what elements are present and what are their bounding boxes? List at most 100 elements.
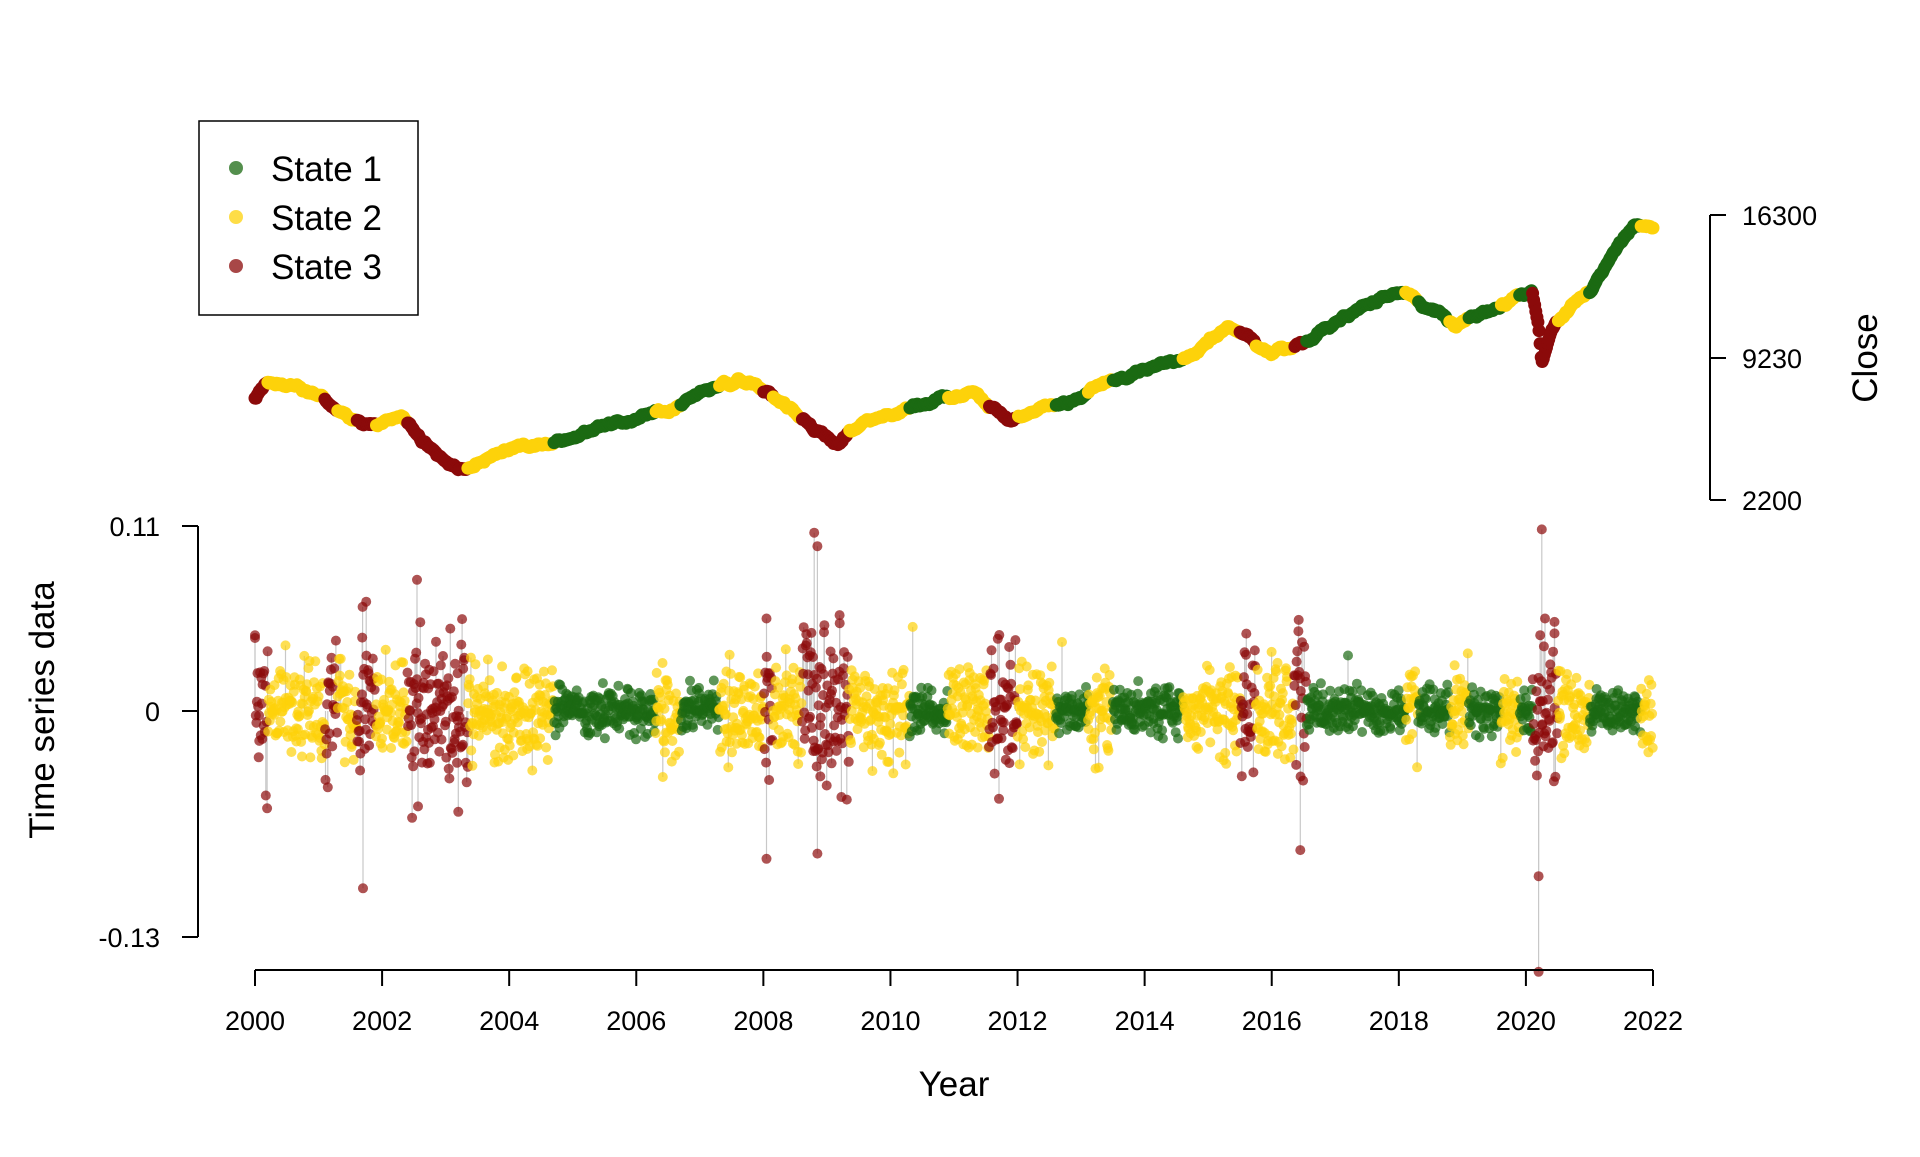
return-point bbox=[398, 687, 409, 698]
return-point bbox=[385, 707, 396, 718]
return-point bbox=[330, 635, 341, 646]
return-point bbox=[443, 763, 454, 774]
return-point bbox=[1252, 664, 1263, 675]
return-point bbox=[1091, 672, 1102, 683]
return-point bbox=[1285, 752, 1296, 763]
return-point bbox=[597, 678, 608, 689]
year-axis: Year 2000 2002 2004 2006 2008 2010 2012 2014 201… bbox=[225, 969, 1683, 1104]
return-point bbox=[352, 709, 363, 720]
return-point bbox=[1006, 678, 1017, 689]
return-point bbox=[655, 692, 666, 702]
return-point bbox=[1018, 734, 1029, 745]
close-point bbox=[1646, 221, 1660, 235]
return-point bbox=[1265, 680, 1276, 691]
return-point bbox=[1157, 725, 1168, 736]
return-point bbox=[1647, 708, 1658, 719]
return-point bbox=[527, 765, 538, 776]
return-point bbox=[1023, 680, 1034, 691]
return-point bbox=[434, 746, 445, 757]
return-point bbox=[688, 722, 699, 733]
return-point bbox=[1293, 614, 1304, 625]
return-point bbox=[801, 638, 812, 649]
return-point bbox=[1242, 708, 1253, 719]
return-point bbox=[464, 674, 475, 685]
return-point bbox=[723, 762, 734, 773]
return-point bbox=[1459, 680, 1470, 691]
return-point bbox=[780, 644, 791, 655]
year-tick-label: 2014 bbox=[1115, 1006, 1175, 1036]
return-point bbox=[1271, 666, 1282, 677]
return-point bbox=[1281, 663, 1291, 674]
return-point bbox=[1558, 740, 1569, 751]
return-point bbox=[377, 733, 387, 744]
year-tick-label: 2000 bbox=[225, 1006, 285, 1036]
return-point bbox=[1343, 650, 1353, 661]
return-point bbox=[727, 747, 737, 758]
return-point bbox=[667, 736, 678, 746]
return-point bbox=[440, 716, 451, 727]
return-point bbox=[1347, 686, 1358, 697]
return-point bbox=[1641, 688, 1652, 699]
return-point bbox=[754, 732, 765, 743]
return-point bbox=[402, 667, 413, 678]
return-point bbox=[1269, 691, 1279, 702]
returns-axis: 0.11 0 -0.13 Time series data bbox=[23, 512, 199, 953]
return-point bbox=[1034, 746, 1045, 757]
return-point bbox=[508, 750, 519, 761]
return-point bbox=[1544, 715, 1555, 726]
return-point bbox=[1096, 722, 1107, 733]
return-point bbox=[297, 751, 307, 762]
return-point bbox=[369, 684, 380, 695]
return-point bbox=[1249, 688, 1260, 698]
return-point bbox=[1014, 759, 1025, 770]
return-point bbox=[1530, 755, 1541, 766]
return-point bbox=[889, 685, 900, 696]
close-tick-label-bottom: 2200 bbox=[1742, 486, 1802, 516]
return-point bbox=[492, 687, 502, 698]
return-point bbox=[796, 747, 806, 758]
return-point bbox=[470, 659, 481, 670]
return-point bbox=[837, 738, 848, 749]
return-point bbox=[250, 630, 260, 641]
return-point bbox=[894, 747, 905, 758]
return-point bbox=[253, 752, 264, 763]
return-point bbox=[448, 686, 459, 697]
return-point bbox=[1220, 747, 1231, 758]
return-point bbox=[376, 674, 387, 685]
return-point bbox=[796, 698, 807, 709]
return-point bbox=[428, 666, 439, 677]
return-point bbox=[896, 679, 907, 690]
return-point bbox=[355, 765, 366, 776]
return-point bbox=[1017, 726, 1028, 737]
return-point bbox=[1010, 635, 1021, 646]
return-point bbox=[1020, 742, 1031, 753]
return-point bbox=[275, 716, 286, 727]
return-point bbox=[1547, 737, 1558, 748]
return-point bbox=[1474, 732, 1485, 743]
return-point bbox=[1465, 720, 1476, 731]
return-point bbox=[344, 669, 355, 680]
return-point bbox=[542, 755, 553, 765]
return-point bbox=[342, 697, 353, 707]
return-point bbox=[1512, 676, 1523, 687]
return-point bbox=[1057, 637, 1067, 647]
return-point bbox=[431, 636, 441, 647]
return-point bbox=[324, 728, 335, 739]
return-point bbox=[461, 777, 472, 788]
legend: State 1 State 2 State 3 bbox=[198, 120, 419, 316]
return-point bbox=[1291, 656, 1302, 667]
return-point bbox=[1286, 718, 1297, 729]
return-point bbox=[1228, 725, 1239, 736]
return-point bbox=[815, 720, 825, 731]
return-point bbox=[855, 682, 866, 693]
return-point bbox=[335, 653, 346, 664]
return-point bbox=[1410, 666, 1421, 677]
return-point bbox=[463, 698, 474, 709]
return-point bbox=[808, 652, 818, 662]
year-tick-label: 2004 bbox=[479, 1006, 539, 1036]
return-point bbox=[834, 618, 845, 629]
return-point bbox=[348, 754, 359, 765]
return-point bbox=[1533, 871, 1544, 882]
return-point bbox=[394, 717, 404, 728]
